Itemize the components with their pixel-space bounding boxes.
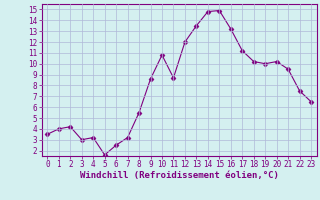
X-axis label: Windchill (Refroidissement éolien,°C): Windchill (Refroidissement éolien,°C): [80, 171, 279, 180]
